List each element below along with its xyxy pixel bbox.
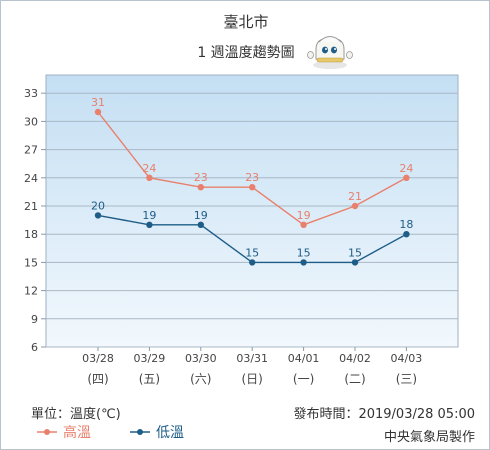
high-temp-label: 23 [245,171,259,184]
low-temp-label: 19 [194,209,208,222]
y-tick-label: 6 [31,341,38,354]
high-temp-label: 24 [142,162,156,175]
x-date-label: 03/28 [82,352,114,365]
low-temp-point [197,221,204,228]
legend-low-marker [130,429,150,435]
high-temp-point [249,184,256,191]
x-weekday-label: (三) [396,372,417,386]
low-temp-label: 15 [348,246,362,259]
x-date-label: 04/03 [391,352,423,365]
legend-high: 高溫 [35,422,91,442]
y-tick-label: 33 [24,87,38,100]
x-date-label: 04/02 [339,352,371,365]
series-layer: 31 24 23 23 19 21 24 20 19 19 15 15 15 18 [91,96,413,266]
high-temp-label: 23 [194,171,208,184]
low-temp-point [351,259,359,266]
published-time: 發布時間：2019/03/28 05:00 [293,407,475,422]
legend-low-label: 低溫 [156,425,184,441]
x-weekday-label: (一) [293,372,314,386]
low-temp-point [403,231,410,238]
y-tick-label: 24 [24,172,38,185]
x-date-label: 03/30 [185,352,217,365]
agency-credit: 中央氣象局製作 [383,430,475,445]
y-tick-label: 12 [24,285,38,298]
x-date-label: 03/31 [236,352,268,365]
x-weekday-label: (六) [190,372,211,386]
low-temp-point [146,221,153,228]
low-temp-label: 20 [91,199,105,212]
y-tick-label: 30 [24,115,38,128]
x-date-label: 03/29 [134,352,166,365]
legend-high-marker [37,429,57,435]
legend-high-label: 高溫 [63,425,91,441]
high-temp-point [94,108,102,116]
x-weekday-label: (五) [139,372,160,386]
high-temp-point [403,174,410,181]
x-date-label: 04/01 [288,352,320,365]
y-tick-label: 27 [24,144,38,157]
legend-low: 低溫 [128,422,184,442]
city-title: 臺北市 [223,13,269,31]
x-weekday-label: (四) [87,372,108,386]
y-tick-label: 15 [24,256,38,269]
y-axis: 6 9 12 15 18 21 24 27 30 33 [24,87,46,354]
temperature-chart: 6 9 12 15 18 21 24 27 30 33 03/28 (四) 03/29 (五) 03/30… [24,74,459,386]
high-temp-label: 24 [399,162,413,175]
high-temp-point [300,221,307,228]
low-temp-label: 18 [399,218,413,231]
plot-area [45,74,459,348]
high-temp-point [146,174,153,181]
chart-subtitle: 1 週溫度趨勢圖 [197,45,295,61]
low-temp-point [94,212,102,219]
high-temp-label: 19 [297,209,311,222]
x-weekday-label: (日) [242,372,263,386]
low-temp-point [249,259,256,266]
x-axis: 03/28 (四) 03/29 (五) 03/30 (六) 03/31 (日) 04/01 (一)… [82,347,422,386]
high-temp-label: 31 [91,96,105,109]
high-temp-point [197,184,204,191]
high-temp-label: 21 [348,190,362,203]
low-temp-label: 15 [245,246,259,259]
high-temp-point [351,202,359,210]
y-tick-label: 18 [24,228,38,241]
y-tick-label: 21 [24,200,38,213]
weather-mascot-icon [307,36,353,69]
low-temp-label: 19 [142,209,156,222]
x-weekday-label: (二) [344,372,365,386]
low-temp-point [300,259,307,266]
y-tick-label: 9 [31,313,38,326]
unit-label: 單位：溫度(℃) [31,407,121,422]
low-temp-label: 15 [297,246,311,259]
